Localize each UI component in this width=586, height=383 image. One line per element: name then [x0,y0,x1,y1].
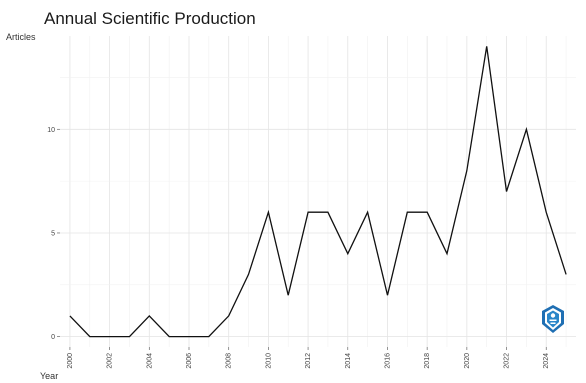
series-line [69,46,567,338]
grid-lines [60,36,576,347]
x-tick-label: 2010 [265,353,272,369]
y-tick-label: 0 [51,334,55,341]
y-axis-title: Articles [6,32,36,42]
axis-ticks: 2000 2002 2004 2006 2008 2010 2012 2014 2016 2018… [47,127,550,369]
x-tick-label: 2024 [543,353,550,369]
x-axis-title: Year [40,371,59,381]
series-articles [69,46,567,338]
chart-title: Annual Scientific Production [44,9,256,28]
x-tick-label: 2002 [107,353,114,369]
x-tick-label: 2016 [384,353,391,369]
shield-logo-icon [542,305,564,333]
y-tick-label: 5 [51,230,55,237]
x-tick-label: 2014 [345,353,352,369]
y-tick-label: 10 [47,127,55,134]
x-tick-label: 2004 [146,353,153,369]
x-tick-label: 2018 [424,353,431,369]
x-tick-label: 2012 [305,353,312,369]
x-tick-label: 2022 [504,353,511,369]
x-tick-label: 2008 [226,353,233,369]
x-tick-label: 2020 [464,353,471,369]
x-tick-label: 2000 [67,353,74,369]
x-tick-label: 2006 [186,353,193,369]
